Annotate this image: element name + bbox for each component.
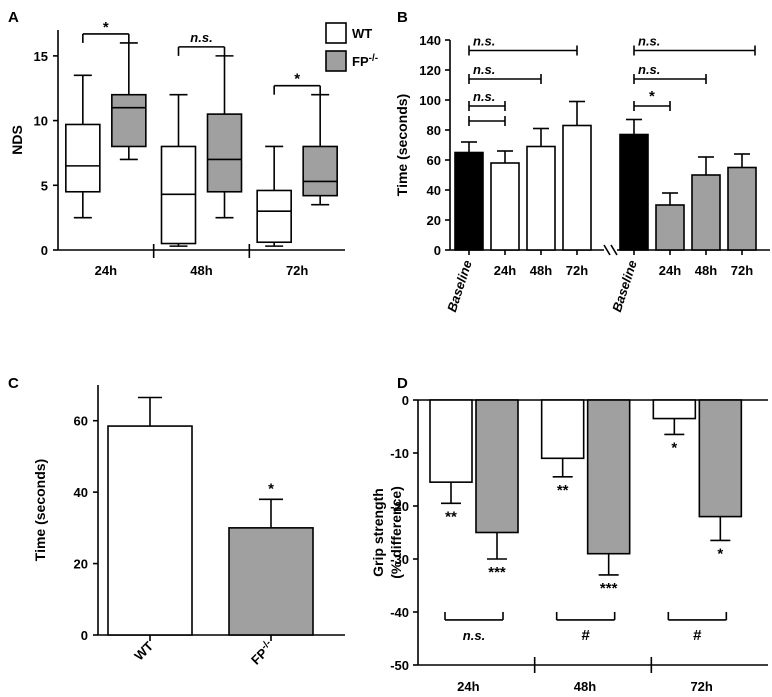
panel-b-chart: 0 20 40 60 80 100 120 140 Time (seconds) Baseline… xyxy=(394,33,770,314)
x-tick-label: 24h xyxy=(95,263,117,278)
significance-star: * xyxy=(649,88,655,105)
box xyxy=(65,123,101,193)
x-tick-label: 48h xyxy=(574,679,596,694)
panel-d-chart: 0 -10 -20 -30 -40 -50 Grip strength (% differen… xyxy=(370,393,768,694)
ns-annotation: n.s. xyxy=(638,62,660,77)
bar xyxy=(698,399,743,518)
significance-star: * xyxy=(103,19,109,36)
bar xyxy=(727,166,757,251)
box xyxy=(302,145,338,197)
bar xyxy=(526,145,556,251)
bar xyxy=(655,204,685,251)
x-tick-label: Baseline xyxy=(444,258,475,314)
ns-annotation: n.s. xyxy=(638,34,660,49)
x-tick-label: Baseline xyxy=(609,258,640,314)
bar xyxy=(454,151,484,251)
y-tick-label: -40 xyxy=(390,605,409,620)
box xyxy=(206,113,243,193)
y-tick-label: 60 xyxy=(427,153,441,168)
significance-star: *** xyxy=(600,580,618,597)
y-tick-label: 20 xyxy=(74,557,88,572)
x-tick-label: 48h xyxy=(530,263,552,278)
bar xyxy=(475,399,519,534)
y-tick-label: 0 xyxy=(81,628,88,643)
box xyxy=(256,189,292,244)
y-axis-label-2: (% difference) xyxy=(388,486,404,579)
y-tick-label: 140 xyxy=(419,33,441,48)
y-tick-label: 100 xyxy=(419,93,441,108)
y-axis-label: Time (seconds) xyxy=(394,94,410,196)
panel-a-chart: 0 5 10 15 NDS 24h 48h 72h * n.s. * WT FP-/- xyxy=(9,19,378,278)
legend-label-sup: -/- xyxy=(369,53,378,64)
x-tick-label: 48h xyxy=(190,263,212,278)
y-tick-label: -30 xyxy=(390,552,409,567)
axis-break xyxy=(603,244,611,256)
y-tick-label: 0 xyxy=(434,243,441,258)
y-tick-label: 10 xyxy=(34,114,48,129)
y-tick-label: 0 xyxy=(402,393,409,408)
bar xyxy=(586,399,631,555)
y-tick-label: -20 xyxy=(390,499,409,514)
y-tick-label: 120 xyxy=(419,63,441,78)
bar xyxy=(619,133,649,251)
y-tick-label: 80 xyxy=(427,123,441,138)
y-axis-label: Time (seconds) xyxy=(32,459,48,561)
bar xyxy=(562,124,592,251)
axis-break xyxy=(610,244,618,256)
y-axis-label: NDS xyxy=(9,125,25,155)
legend-swatch xyxy=(325,22,347,44)
y-tick-label: 40 xyxy=(74,485,88,500)
x-tick-label: 24h xyxy=(659,263,681,278)
ns-annotation: n.s. xyxy=(473,34,495,49)
panel-a-label: A xyxy=(8,9,19,26)
x-tick-label: 24h xyxy=(457,679,479,694)
bar xyxy=(691,174,721,251)
ns-annotation: n.s. xyxy=(473,62,495,77)
panel-b-label: B xyxy=(397,9,408,26)
y-axis-label: Grip strength xyxy=(370,488,386,577)
y-tick-label: 0 xyxy=(41,243,48,258)
x-tick-label: 48h xyxy=(695,263,717,278)
significance-star: * xyxy=(671,439,677,456)
y-tick-label: 40 xyxy=(427,183,441,198)
y-tick-label: 60 xyxy=(74,414,88,429)
bar xyxy=(652,399,697,420)
significance-hash: # xyxy=(581,627,590,644)
y-tick-label: -10 xyxy=(390,446,409,461)
significance-star: ** xyxy=(557,482,569,499)
x-tick-label: 72h xyxy=(286,263,308,278)
significance-star: * xyxy=(268,480,274,497)
y-tick-label: -50 xyxy=(390,658,409,673)
x-tick-label: 24h xyxy=(494,263,516,278)
bar xyxy=(107,425,193,636)
legend-swatch xyxy=(325,50,347,72)
y-tick-label: 20 xyxy=(427,213,441,228)
ns-annotation: n.s. xyxy=(463,628,485,643)
panel-c-label: C xyxy=(8,375,19,392)
x-tick-label: WT xyxy=(131,638,156,663)
bar xyxy=(228,527,314,636)
significance-star: * xyxy=(294,71,300,88)
x-tick-label: FP-/- xyxy=(247,638,277,668)
x-tick-label: 72h xyxy=(690,679,712,694)
y-tick-label: 15 xyxy=(34,49,48,64)
bar xyxy=(490,162,520,251)
panel-c-chart: 0 20 40 60 Time (seconds) WT FP-/- * xyxy=(32,385,345,668)
significance-star: ** xyxy=(445,508,457,525)
y-tick-label: 5 xyxy=(41,178,48,193)
legend-label: FP-/- xyxy=(352,53,378,69)
bar xyxy=(540,399,585,460)
box xyxy=(111,93,147,148)
x-tick-label: 72h xyxy=(566,263,588,278)
significance-hash: # xyxy=(693,627,702,644)
ns-annotation: n.s. xyxy=(473,89,495,104)
significance-star: * xyxy=(717,545,723,562)
legend-label: WT xyxy=(352,26,372,41)
significance-star: *** xyxy=(488,564,506,581)
bar xyxy=(429,399,473,483)
ns-annotation: n.s. xyxy=(190,30,212,45)
x-tick-label: 72h xyxy=(731,263,753,278)
panel-d-label: D xyxy=(397,375,408,392)
